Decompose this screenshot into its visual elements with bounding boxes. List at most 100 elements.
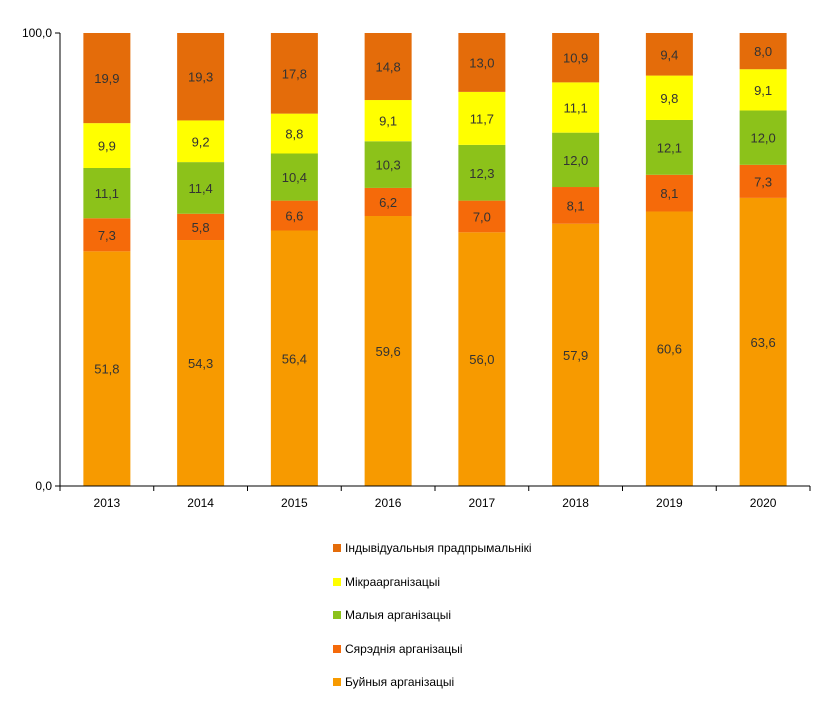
bar-segment [83,123,131,168]
data-label: 8,1 [660,186,678,201]
bar-segment [645,33,693,76]
x-tick-label: 2014 [187,496,214,510]
bar-segment [270,153,318,201]
bar-segment [645,119,693,175]
data-label: 54,3 [188,356,213,371]
bar-segment [177,120,225,163]
data-label: 19,3 [188,70,213,85]
bar-segment [458,91,506,145]
stacked-bar-chart: 51,8 7,3 11,1 9,9 19,9 54,3 5,8 11,4 9,2 19,3 56,4… [22,26,811,510]
bar-segment [552,82,600,133]
legend-swatch [333,577,341,586]
data-label: 10,3 [375,158,400,173]
data-label: 7,3 [98,228,116,243]
data-label: 13,0 [469,55,494,70]
bar-segment [739,164,787,198]
bar-segment [364,141,412,188]
legend-swatch [333,544,341,552]
data-label: 7,0 [473,209,491,224]
legend-label: Сярэднія арганізацыі [345,641,463,656]
bar-segment [739,197,787,486]
data-label: 11,4 [188,181,212,196]
bar-segment [458,232,506,486]
data-label: 7,3 [754,174,772,189]
data-label: 9,8 [660,91,678,106]
data-label: 56,4 [282,351,307,366]
data-label: 12,0 [563,153,588,168]
data-label: 9,2 [192,134,210,149]
data-label: 6,6 [285,209,303,224]
legend-label: Індывідуальныя прадпрымальнікі [345,541,532,555]
axes-layer: 2013 2014 2015 2016 2017 2018 2019 2020 0,0 100,0 [22,26,811,510]
bar-segment [270,230,318,486]
x-tick-label: 2016 [375,496,402,510]
data-label: 11,1 [95,186,119,201]
data-label: 11,1 [563,101,587,116]
legend-label: Малыя арганізацыі [345,608,452,622]
bar-segment [739,33,787,70]
data-label: 17,8 [282,66,307,81]
legend-swatch [333,678,341,686]
bar-segment [83,167,131,219]
bar-segment [458,144,506,201]
bar-segment [645,174,693,212]
data-label: 8,0 [754,44,772,59]
bar-segment [177,33,225,121]
data-label: 9,9 [98,139,116,154]
bar-segment [83,251,131,486]
bar-segment [552,187,600,224]
data-label: 59,6 [375,344,400,359]
data-label: 57,9 [563,348,588,363]
data-label: 60,6 [657,342,682,357]
bar-segment [270,113,318,154]
bar-segment [458,200,506,233]
data-label: 9,1 [379,114,397,129]
bar-segment [364,187,412,217]
data-label: 56,0 [469,352,494,367]
data-label: 19,9 [94,71,119,86]
data-label: 9,4 [660,47,678,62]
bar-segment [364,33,412,101]
x-tick-label: 2018 [562,496,589,510]
data-label: 9,1 [754,83,772,98]
bar-segment [177,213,225,241]
y-tick-label: 0,0 [35,479,52,493]
bar-segment [645,211,693,486]
data-label: 12,1 [657,140,682,155]
legend-item: Сярэднія арганізацыі [333,637,532,661]
x-tick-label: 2020 [750,496,777,510]
bar-segment [552,132,600,188]
bar-segment [83,218,131,252]
data-label: 10,4 [282,170,307,185]
legend-swatch [333,644,341,653]
data-label: 10,9 [563,51,588,66]
bar-segment [177,240,225,486]
x-tick-label: 2015 [281,496,308,510]
x-tick-label: 2013 [94,496,121,510]
bar-segment [458,33,506,92]
bar-segment [177,162,225,214]
data-label: 51,8 [94,362,119,377]
legend-swatch [333,611,341,619]
bar-segment [364,216,412,486]
legend-item: Мікраарганізацыі [333,570,532,594]
data-label: 8,8 [285,127,303,142]
legend-label: Буйныя арганізацыі [345,675,455,689]
legend-item: Малыя арганізацыі [333,603,532,627]
bar-segment [83,33,131,124]
legend-label: Мікраарганізацыі [345,574,441,589]
bar-segment [739,110,787,165]
bar-segment [645,75,693,120]
bar-segment [364,100,412,142]
x-tick-label: 2017 [469,496,496,510]
data-label: 6,2 [379,195,397,210]
data-label: 5,8 [192,220,210,235]
y-tick-label: 100,0 [22,26,52,40]
data-label: 11,7 [470,111,494,126]
data-label: 12,3 [469,166,494,181]
legend: Індывідуальныя прадпрымальнікі Мікраарга… [333,536,532,704]
bar-segment [552,223,600,486]
x-tick-label: 2019 [656,496,683,510]
bar-segment [270,200,318,231]
data-label: 12,0 [750,131,775,146]
